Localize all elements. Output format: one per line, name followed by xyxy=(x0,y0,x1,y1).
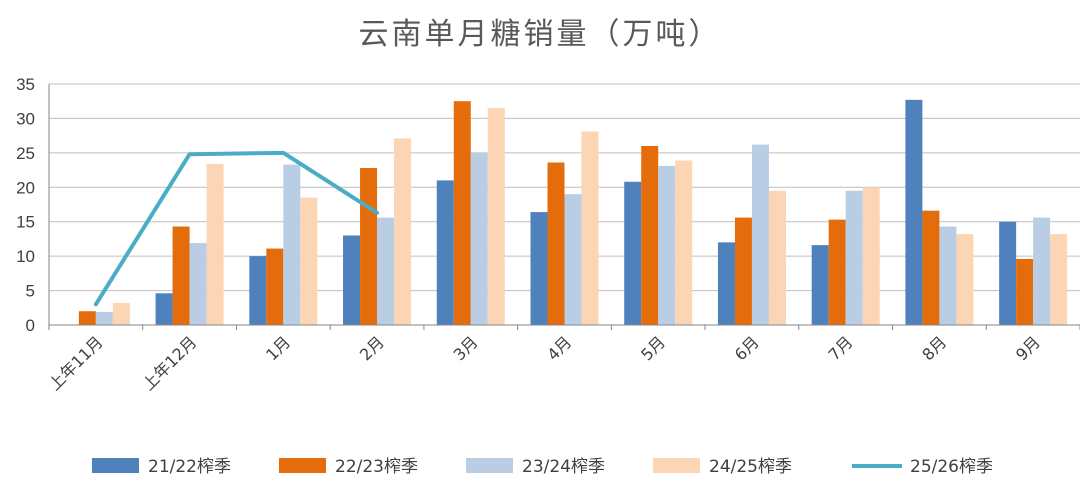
bar xyxy=(1016,258,1034,325)
bar xyxy=(547,162,565,325)
bar xyxy=(172,226,190,325)
x-tick-label: 上年11月 xyxy=(45,332,107,394)
x-tick-label: 6月 xyxy=(731,332,763,364)
bar xyxy=(206,163,224,325)
bar xyxy=(394,138,412,325)
bar xyxy=(581,131,599,325)
x-tick-label: 2月 xyxy=(356,332,388,364)
bar xyxy=(95,311,113,325)
bar xyxy=(675,160,693,325)
bar xyxy=(487,108,505,325)
legend-label: 23/24榨季 xyxy=(522,457,605,477)
bar xyxy=(564,194,582,325)
bar xyxy=(453,101,471,325)
bar xyxy=(343,235,361,325)
x-tick-label: 1月 xyxy=(262,332,294,364)
bar xyxy=(717,242,735,325)
bar xyxy=(112,302,130,325)
series-line xyxy=(93,150,380,307)
bar xyxy=(624,181,642,325)
x-tick-label: 5月 xyxy=(637,332,669,364)
bar xyxy=(360,168,378,325)
y-tick-label: 35 xyxy=(16,75,35,94)
bar xyxy=(905,99,923,325)
x-tick-label: 上年12月 xyxy=(139,332,201,394)
x-tick-label: 9月 xyxy=(1012,332,1044,364)
y-tick-label: 20 xyxy=(16,178,35,197)
bar xyxy=(811,245,829,325)
bar xyxy=(78,311,96,325)
line-series xyxy=(93,150,380,307)
legend-label: 25/26榨季 xyxy=(910,457,993,477)
x-tick-label: 4月 xyxy=(543,332,575,364)
bar xyxy=(922,210,940,325)
bar xyxy=(956,234,974,325)
legend-label: 24/25榨季 xyxy=(709,457,792,477)
y-tick-label: 15 xyxy=(16,213,35,232)
bar xyxy=(470,152,488,325)
bar xyxy=(845,190,863,325)
bar xyxy=(751,144,769,325)
bar xyxy=(939,226,957,325)
bar xyxy=(658,165,676,325)
bar xyxy=(862,187,880,325)
bar xyxy=(249,256,267,325)
bar xyxy=(189,243,207,325)
bar xyxy=(300,197,318,325)
legend: 21/22榨季 22/23榨季 23/24榨季 24/25榨季 25/26榨季 xyxy=(92,457,993,477)
y-tick-label: 5 xyxy=(26,282,35,301)
legend-swatch xyxy=(466,458,513,473)
bar xyxy=(377,217,395,325)
legend-swatch xyxy=(279,458,326,473)
bar xyxy=(155,293,173,325)
x-tick-label: 3月 xyxy=(450,332,482,364)
y-tick-label: 30 xyxy=(16,109,35,128)
bar xyxy=(1050,234,1068,325)
bar xyxy=(768,190,786,325)
bar xyxy=(828,219,846,325)
bar xyxy=(530,212,548,325)
legend-swatch xyxy=(653,458,700,473)
y-tick-label: 25 xyxy=(16,144,35,163)
bar xyxy=(999,221,1017,325)
bar xyxy=(1033,217,1051,325)
y-tick-label: 0 xyxy=(26,316,35,335)
x-tick-label: 8月 xyxy=(918,332,950,364)
legend-swatch xyxy=(92,458,139,473)
bar xyxy=(734,217,752,325)
x-tick-label: 7月 xyxy=(825,332,857,364)
bar-series xyxy=(78,99,1068,325)
legend-label: 21/22榨季 xyxy=(148,457,231,477)
legend-label: 22/23榨季 xyxy=(335,457,418,477)
chart-title: 云南单月糖销量（万吨） xyxy=(359,17,722,52)
bar xyxy=(283,164,301,325)
bar xyxy=(436,180,454,325)
y-tick-label: 10 xyxy=(16,247,35,266)
bar xyxy=(266,248,284,325)
bar xyxy=(641,145,659,325)
